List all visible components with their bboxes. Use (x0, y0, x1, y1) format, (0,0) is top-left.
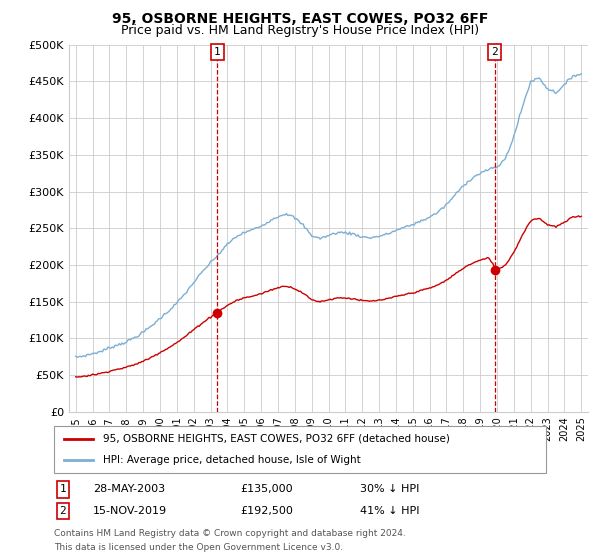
Text: 2: 2 (59, 506, 67, 516)
Text: 95, OSBORNE HEIGHTS, EAST COWES, PO32 6FF: 95, OSBORNE HEIGHTS, EAST COWES, PO32 6F… (112, 12, 488, 26)
Text: £135,000: £135,000 (240, 484, 293, 494)
Text: Contains HM Land Registry data © Crown copyright and database right 2024.: Contains HM Land Registry data © Crown c… (54, 529, 406, 538)
Text: 30% ↓ HPI: 30% ↓ HPI (360, 484, 419, 494)
Text: 2: 2 (491, 47, 499, 57)
Text: This data is licensed under the Open Government Licence v3.0.: This data is licensed under the Open Gov… (54, 543, 343, 552)
Text: £192,500: £192,500 (240, 506, 293, 516)
Text: Price paid vs. HM Land Registry's House Price Index (HPI): Price paid vs. HM Land Registry's House … (121, 24, 479, 37)
Text: 95, OSBORNE HEIGHTS, EAST COWES, PO32 6FF (detached house): 95, OSBORNE HEIGHTS, EAST COWES, PO32 6F… (103, 434, 450, 444)
Text: 1: 1 (59, 484, 67, 494)
Text: 15-NOV-2019: 15-NOV-2019 (93, 506, 167, 516)
Text: 1: 1 (214, 47, 221, 57)
Text: 28-MAY-2003: 28-MAY-2003 (93, 484, 165, 494)
Text: 41% ↓ HPI: 41% ↓ HPI (360, 506, 419, 516)
Text: HPI: Average price, detached house, Isle of Wight: HPI: Average price, detached house, Isle… (103, 455, 361, 465)
FancyBboxPatch shape (54, 426, 546, 473)
